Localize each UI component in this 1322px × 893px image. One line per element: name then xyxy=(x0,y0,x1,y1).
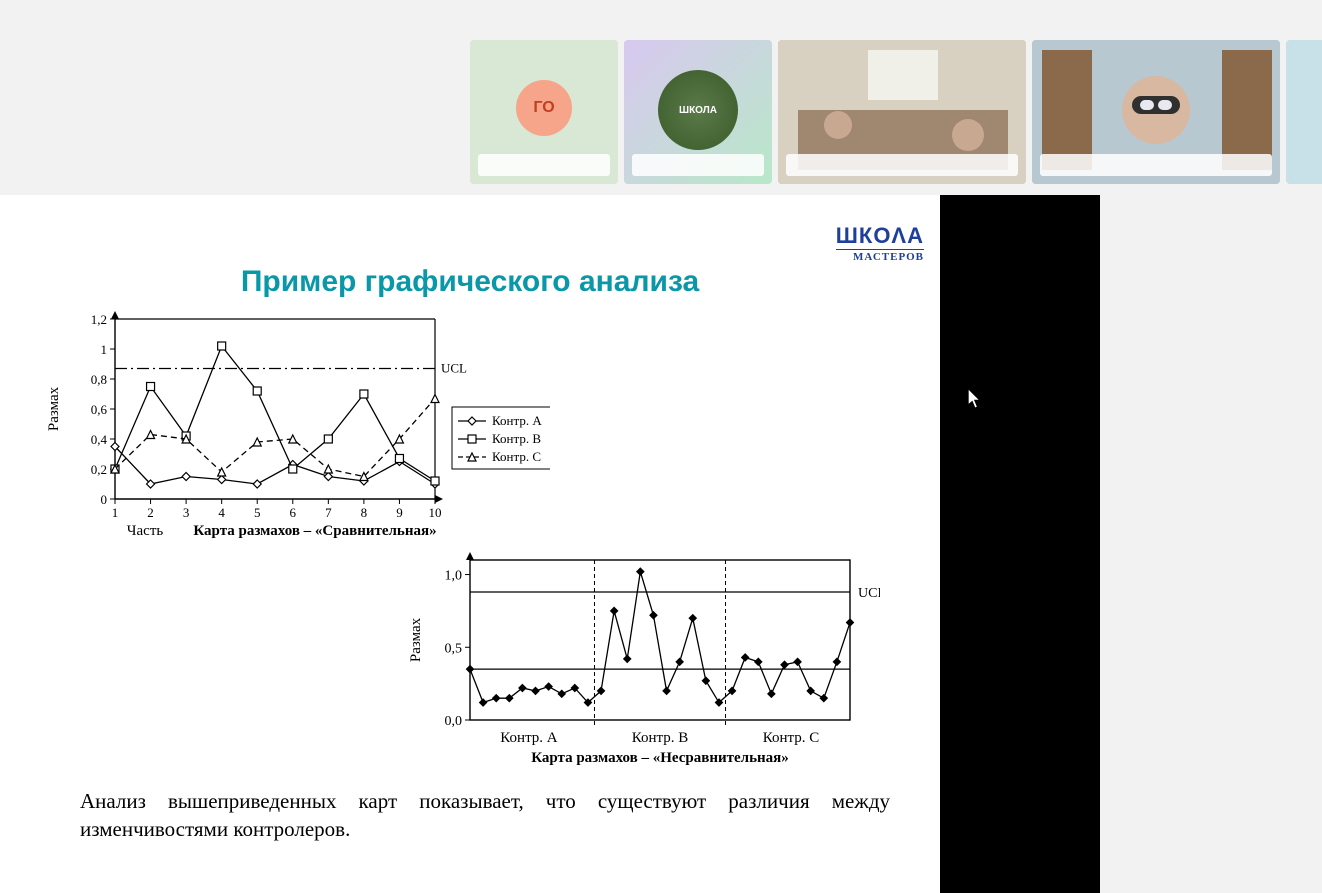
svg-text:1: 1 xyxy=(112,505,119,520)
presentation-slide: ШКОΛА МАСТЕРОВ Пример графического анали… xyxy=(0,195,940,893)
participant-tile[interactable]: ШКОЛА xyxy=(624,40,772,184)
svg-text:Карта размахов – «Сравнительна: Карта размахов – «Сравнительная» xyxy=(193,523,436,539)
school-logo: ШКОΛА МАСТЕРОВ xyxy=(836,225,924,263)
avatar-logo: ШКОЛА xyxy=(658,70,738,150)
svg-text:2: 2 xyxy=(147,505,154,520)
svg-text:Карта размахов – «Несравнитель: Карта размахов – «Несравнительная» xyxy=(531,750,789,766)
participant-name-tag xyxy=(1040,154,1272,176)
avatar: ГО xyxy=(516,80,572,136)
svg-text:0: 0 xyxy=(101,492,108,507)
svg-text:Размах: Размах xyxy=(46,386,62,431)
svg-text:Контр. A: Контр. A xyxy=(492,413,542,428)
svg-text:Контр. C: Контр. C xyxy=(492,449,541,464)
svg-text:1,2: 1,2 xyxy=(91,312,107,327)
svg-text:Контр. B: Контр. B xyxy=(632,730,689,746)
svg-text:8: 8 xyxy=(361,505,368,520)
shared-screen-area: ШКОΛА МАСТЕРОВ Пример графического анали… xyxy=(0,195,1100,893)
svg-text:UCL: UCL xyxy=(441,361,467,376)
svg-text:5: 5 xyxy=(254,505,261,520)
participant-tile[interactable] xyxy=(778,40,1026,184)
svg-text:UCL: UCL xyxy=(858,586,880,601)
slide-body-text: Анализ вышеприведенных карт показывает, … xyxy=(80,788,890,843)
svg-text:3: 3 xyxy=(183,505,190,520)
svg-text:0,2: 0,2 xyxy=(91,462,107,477)
participant-tile[interactable]: ГО xyxy=(470,40,618,184)
svg-text:0,8: 0,8 xyxy=(91,372,107,387)
svg-text:9: 9 xyxy=(396,505,403,520)
participant-name-tag xyxy=(632,154,764,176)
logo-text-2: МАСТЕРОВ xyxy=(836,252,924,263)
svg-text:0,0: 0,0 xyxy=(445,714,463,729)
participant-name-tag xyxy=(478,154,610,176)
svg-text:6: 6 xyxy=(290,505,297,520)
svg-text:1,0: 1,0 xyxy=(445,569,463,584)
participant-name-tag xyxy=(786,154,1018,176)
svg-text:0,5: 0,5 xyxy=(445,641,463,656)
svg-text:Размах: Размах xyxy=(408,617,424,662)
svg-text:Контр. C: Контр. C xyxy=(763,730,820,746)
chart-comparative: 0 0,2 0,4 0,6 0,8 1 1,2 1 2 3 4 5 6 7 8 9 10 UCL Контр. A К… xyxy=(40,309,550,559)
letterbox-right xyxy=(940,195,1100,893)
svg-text:Контр. A: Контр. A xyxy=(500,730,558,746)
svg-text:Контр. B: Контр. B xyxy=(492,431,541,446)
svg-text:1: 1 xyxy=(101,342,108,357)
svg-text:4: 4 xyxy=(218,505,225,520)
participant-strip: ГО ШКОЛА xyxy=(0,0,1322,195)
slide-title: Пример графического анализа xyxy=(0,265,940,299)
chart-noncomparative: 0,0 0,5 1,0 UCL Контр. A Контр. B Контр. C Разм… xyxy=(400,550,880,810)
participant-tile[interactable] xyxy=(1032,40,1280,184)
svg-text:Часть: Часть xyxy=(127,523,164,539)
logo-text-1: ШКОΛА xyxy=(836,225,924,247)
svg-text:0,4: 0,4 xyxy=(91,432,108,447)
svg-text:0,6: 0,6 xyxy=(91,402,108,417)
svg-text:10: 10 xyxy=(429,505,442,520)
participant-tile[interactable] xyxy=(1286,40,1322,184)
svg-text:7: 7 xyxy=(325,505,332,520)
